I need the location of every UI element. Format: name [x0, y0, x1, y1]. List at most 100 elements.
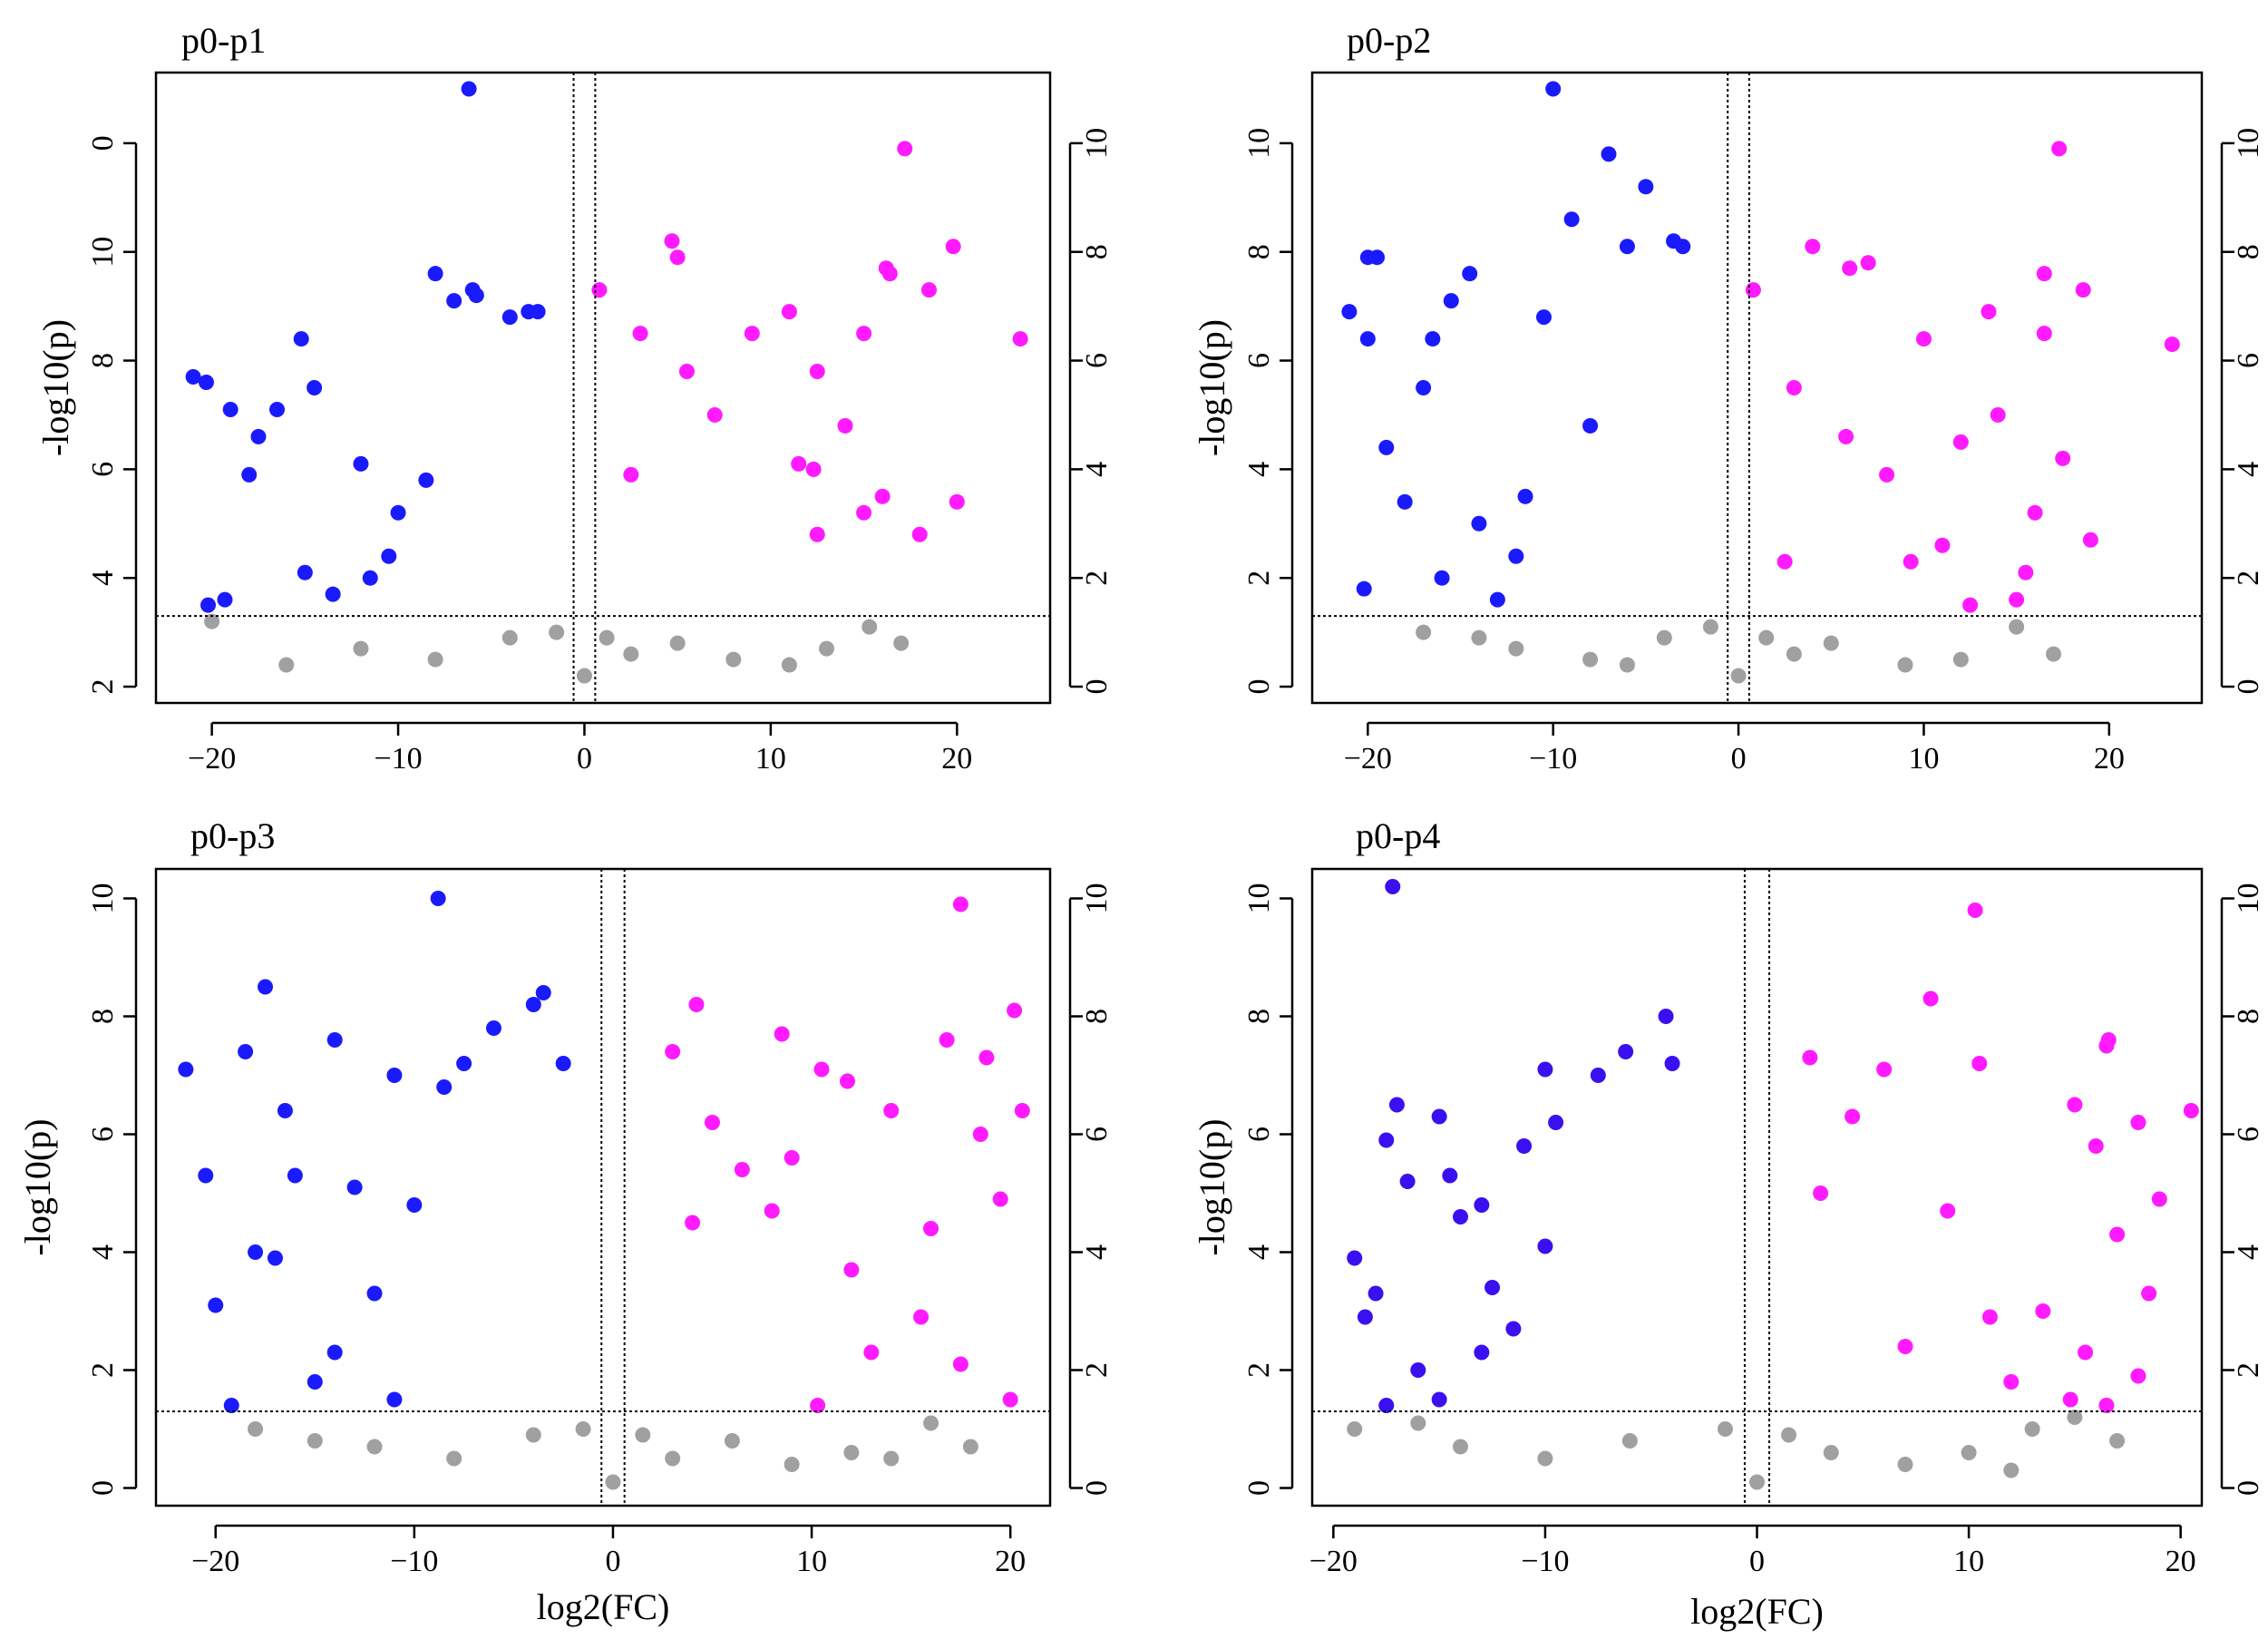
y-tick-label-left: 6: [86, 1127, 120, 1142]
data-point-down: [1378, 439, 1395, 455]
data-point-up: [791, 455, 807, 472]
data-point-ns: [1823, 1445, 1839, 1460]
data-point-ns: [2009, 619, 2025, 635]
data-point-up: [856, 504, 872, 521]
data-point-down: [1548, 1115, 1564, 1130]
data-point-down: [1474, 1197, 1490, 1213]
data-point-up: [810, 1398, 826, 1413]
y-tick-label-left: 2: [1242, 571, 1276, 586]
data-point-up: [1876, 1061, 1893, 1078]
x-tick-label: −10: [390, 1545, 438, 1578]
data-point-ns: [1453, 1439, 1468, 1455]
x-tick-label: 10: [755, 742, 786, 776]
data-point-ns: [1537, 1450, 1553, 1467]
data-point-up: [883, 1103, 900, 1118]
data-point-ns: [1508, 640, 1524, 657]
data-point-ns: [635, 1427, 651, 1443]
data-point-ns: [1781, 1427, 1797, 1443]
panel-title: p0-p2: [1347, 20, 1431, 61]
data-point-up: [2009, 591, 2025, 608]
data-point-up: [1971, 1056, 1988, 1071]
data-point-ns: [307, 1433, 323, 1449]
x-tick-label: 0: [1749, 1545, 1765, 1578]
data-point-ns: [1717, 1421, 1733, 1437]
y-tick-label-left: 2: [1242, 1362, 1276, 1378]
data-point-up: [688, 997, 705, 1012]
data-point-down: [501, 309, 518, 326]
y-tick-label-left: 0: [1242, 679, 1276, 695]
data-point-down: [418, 472, 434, 488]
data-point-ns: [2003, 1462, 2020, 1478]
data-point-down: [346, 1179, 363, 1195]
data-point-up: [2151, 1191, 2167, 1207]
data-point-up: [881, 266, 898, 282]
y-tick-label-left: 0: [86, 135, 120, 151]
data-point-ns: [1961, 1445, 1977, 1460]
data-point-ns: [2109, 1433, 2126, 1449]
data-point-down: [1399, 1174, 1416, 1189]
data-point-down: [1658, 1009, 1674, 1024]
data-point-down: [1582, 417, 1599, 434]
data-point-ns: [1897, 657, 1913, 673]
data-point-ns: [576, 668, 592, 684]
data-point-up: [939, 1032, 955, 1048]
data-point-down: [1619, 239, 1635, 255]
data-point-up: [2078, 1344, 2094, 1361]
data-point-up: [1990, 406, 2006, 423]
data-point-down: [468, 288, 484, 304]
y-tick-label-left: 10: [1242, 128, 1276, 159]
x-axis-label: log2(FC): [537, 1586, 670, 1627]
data-point-down: [555, 1056, 571, 1071]
data-point-down: [1664, 1056, 1680, 1071]
y-tick-label-right: 10: [1080, 128, 1114, 159]
data-point-down: [200, 597, 217, 613]
data-point-ns: [1758, 629, 1775, 646]
y-tick-label-right: 8: [1080, 1009, 1114, 1024]
data-point-up: [1962, 597, 1979, 613]
data-point-up: [2098, 1038, 2115, 1054]
x-tick-label: 10: [796, 1545, 827, 1578]
data-point-up: [2027, 504, 2043, 521]
data-point-up: [992, 1191, 1008, 1207]
y-tick-label-left: 6: [1242, 353, 1276, 368]
data-point-ns: [665, 1450, 681, 1467]
y-tick-label-left: 6: [86, 462, 120, 477]
data-point-down: [1471, 515, 1487, 532]
data-point-ns: [248, 1421, 264, 1437]
data-point-down: [390, 504, 406, 521]
data-point-ns: [2024, 1421, 2040, 1437]
data-point-up: [1813, 1186, 1829, 1201]
data-point-up: [897, 141, 913, 157]
data-point-ns: [501, 629, 518, 646]
data-point-up: [972, 1127, 988, 1142]
data-point-ns: [819, 640, 834, 657]
y-axis-label: -log10(p): [1192, 1118, 1232, 1255]
x-tick-label: −10: [1529, 742, 1577, 776]
y-tick-label-left: 8: [86, 353, 120, 368]
plot-frame: [154, 71, 1052, 705]
data-point-down: [1341, 304, 1358, 320]
data-point-up: [706, 406, 723, 423]
data-point-down: [1410, 1362, 1426, 1378]
data-point-ns: [575, 1421, 591, 1437]
data-point-down: [1590, 1068, 1606, 1083]
data-point-up: [669, 249, 686, 266]
data-point-down: [406, 1197, 423, 1213]
data-point-ns: [204, 613, 220, 629]
data-point-up: [874, 488, 891, 504]
data-point-down: [198, 1167, 214, 1184]
data-point-down: [258, 979, 274, 995]
data-point-up: [920, 282, 937, 298]
y-tick-label-left: 6: [1242, 1127, 1276, 1142]
data-point-ns: [1621, 1433, 1638, 1449]
data-point-ns: [1702, 619, 1718, 635]
y-tick-label-right: 0: [2232, 1480, 2265, 1496]
data-point-up: [978, 1049, 995, 1066]
data-point-up: [1981, 304, 1997, 320]
x-tick-label: 0: [577, 742, 592, 776]
data-point-ns: [861, 619, 878, 635]
x-tick-label: 10: [1908, 742, 1939, 776]
data-point-down: [1397, 493, 1413, 510]
data-point-ns: [446, 1450, 462, 1467]
data-point-up: [2062, 1391, 2078, 1408]
